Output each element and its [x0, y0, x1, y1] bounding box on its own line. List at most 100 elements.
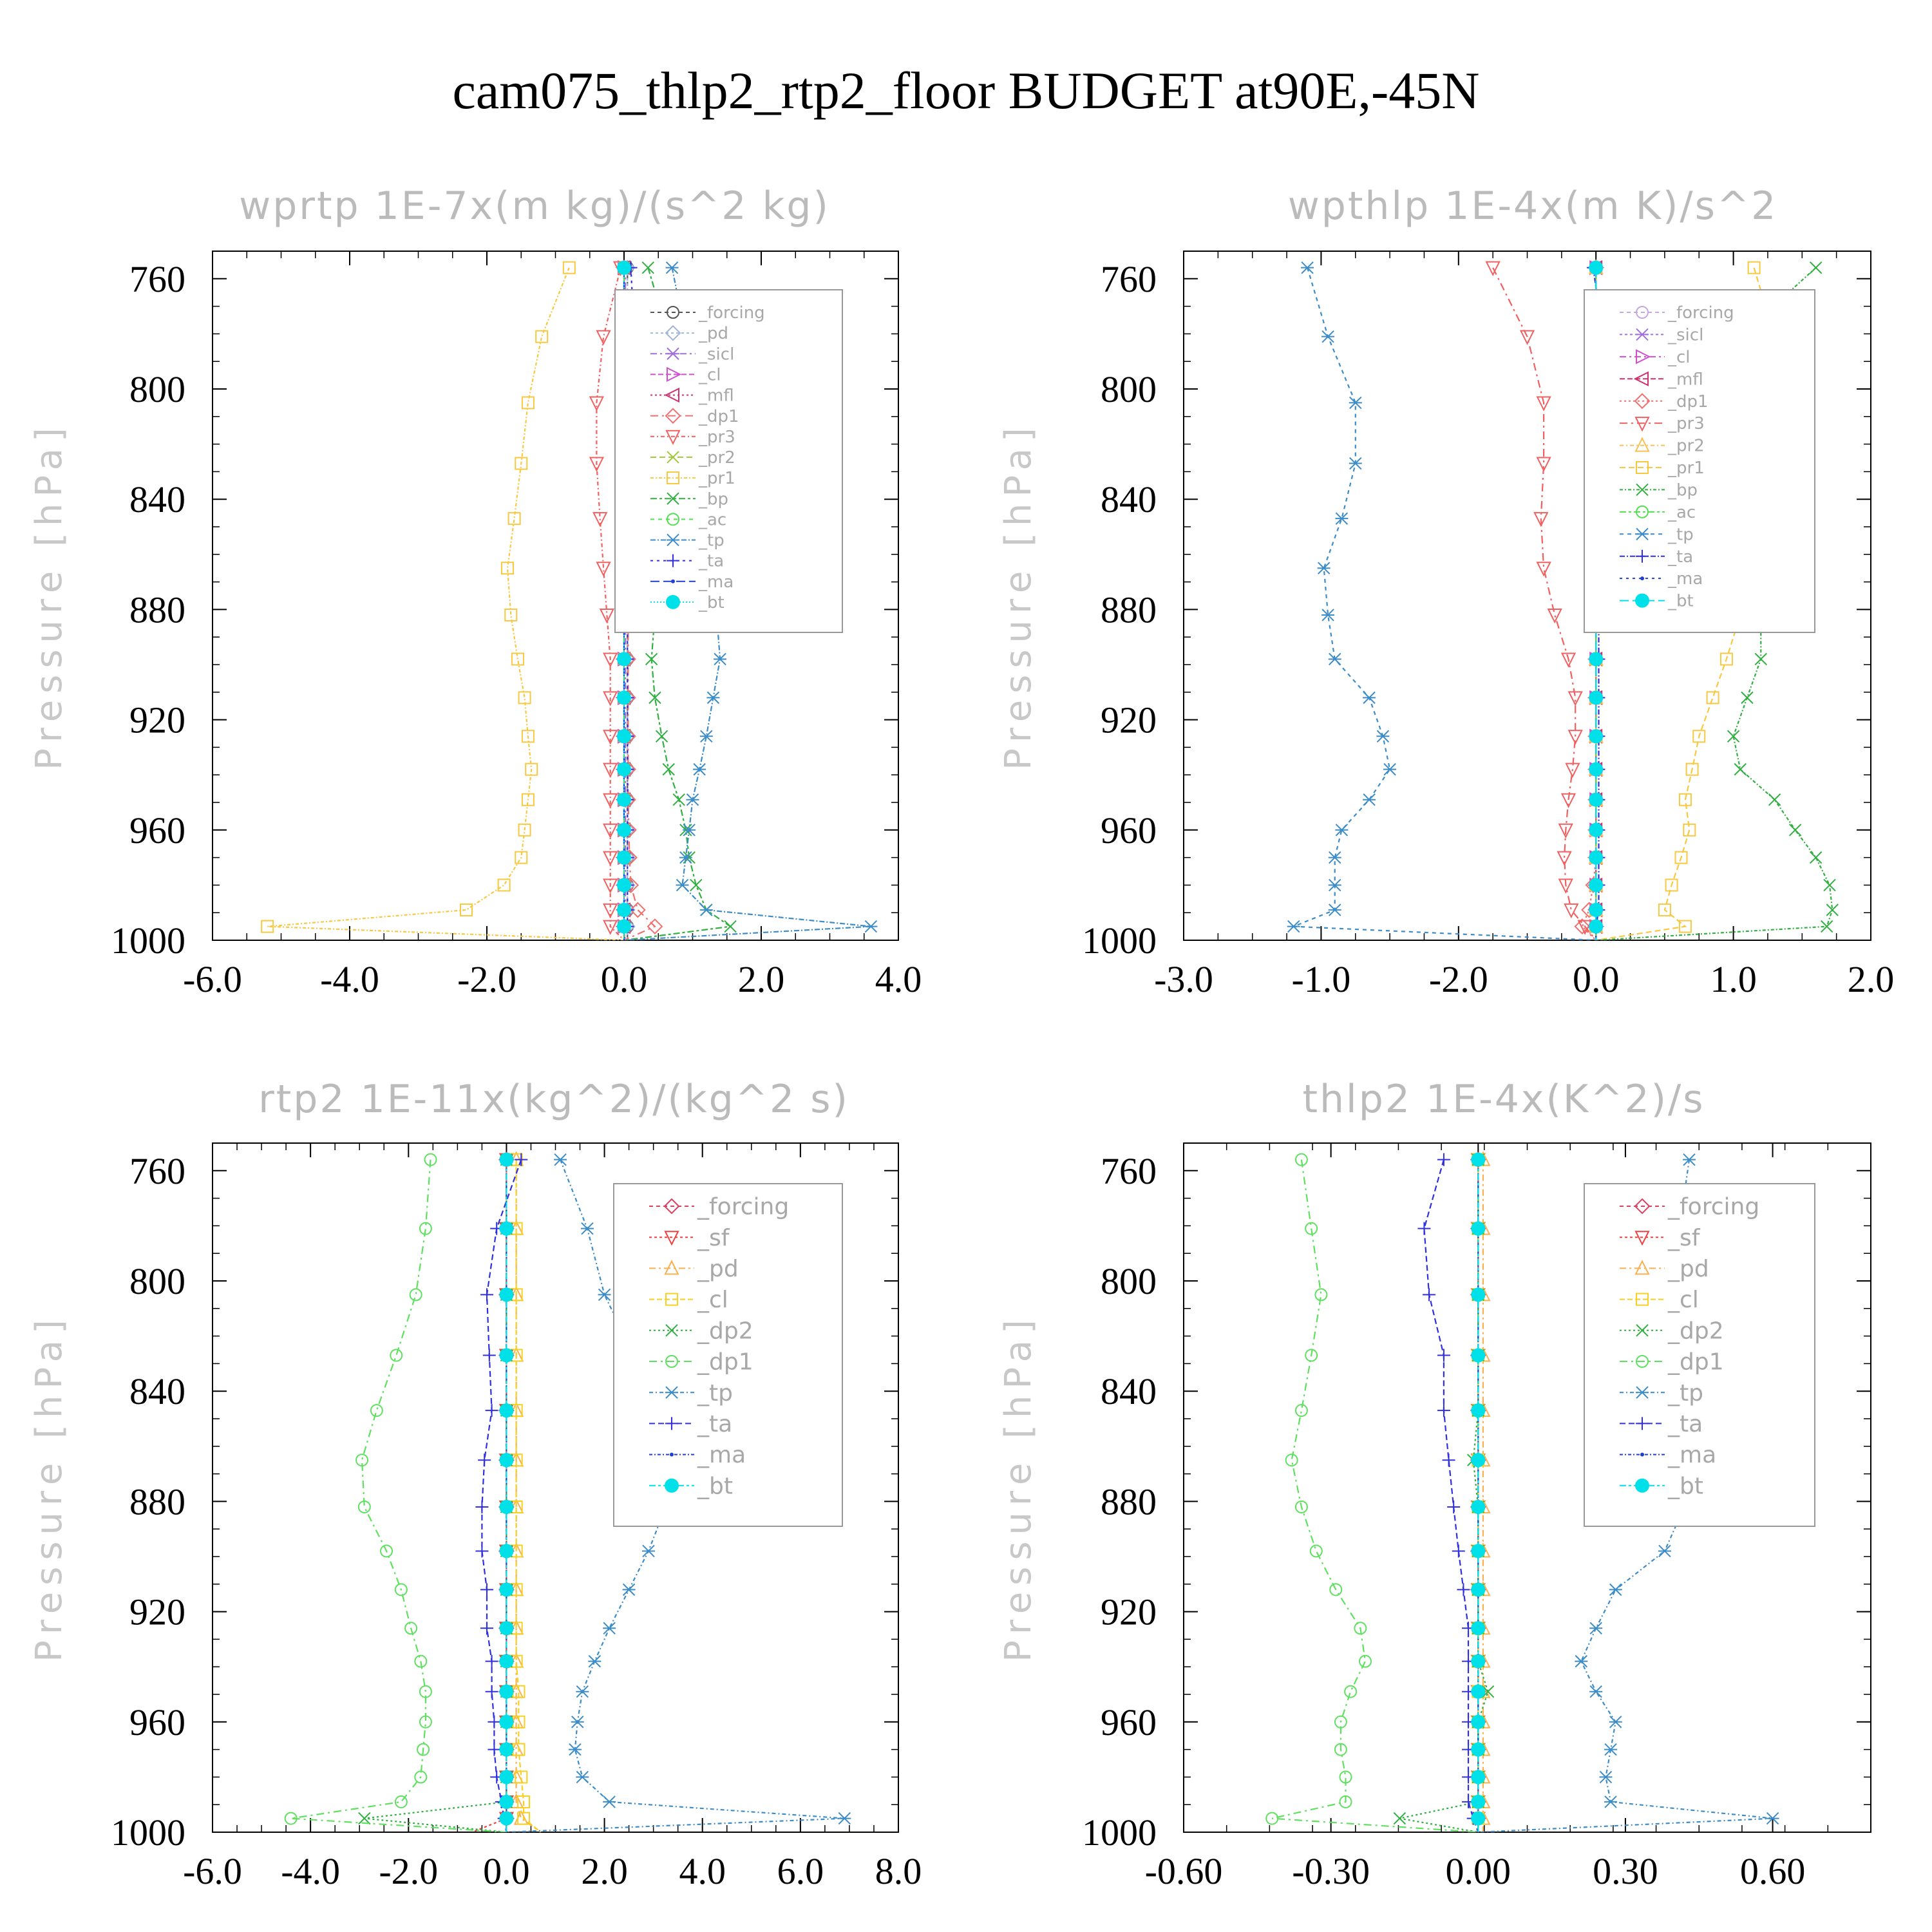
legend-marker: [667, 451, 679, 464]
legend-label: _cl: [698, 366, 721, 385]
series-ta: [1417, 1153, 1480, 1832]
data-point: [1589, 652, 1604, 667]
chart-panel-2: wpthlp 1E-4x(m K)/s^2 Pressure [hPa] -3.0 -…: [998, 184, 1894, 1000]
x-tick-label: -6.0: [183, 958, 242, 1000]
legend-box: [1584, 1183, 1815, 1527]
y-tick-label: 1000: [1082, 920, 1157, 961]
x-tick-label: -3.0: [1154, 958, 1213, 1000]
data-point: [1437, 1349, 1450, 1362]
y-tick-label: 840: [1101, 478, 1157, 520]
data-point: [603, 903, 618, 919]
series-line: [471, 1159, 507, 1832]
legend-marker: [1640, 1452, 1644, 1457]
data-point: [1481, 1685, 1495, 1698]
data-point: [864, 920, 878, 933]
series-line: [515, 1159, 542, 1832]
legend-label: _cl: [1667, 348, 1690, 367]
data-point: [617, 822, 631, 837]
legend-label: _ta: [697, 1411, 732, 1437]
data-point: [1457, 1583, 1470, 1596]
legend-box: [613, 1183, 843, 1527]
legend-marker: [665, 1417, 678, 1430]
data-point: [1339, 1795, 1352, 1808]
data-point: [617, 690, 631, 705]
data-point: [1754, 652, 1767, 666]
data-point: [1363, 691, 1376, 705]
data-point: [647, 918, 663, 935]
data-point: [598, 1288, 611, 1302]
data-point: [1706, 691, 1719, 705]
data-point: [603, 730, 618, 745]
legend-marker: [663, 1198, 680, 1215]
data-point: [414, 1770, 428, 1784]
data-point: [617, 260, 631, 275]
legend-label: _ma: [1667, 569, 1703, 589]
data-point: [1692, 730, 1706, 743]
data-point: [589, 396, 605, 412]
y-tick-label: 840: [129, 1370, 185, 1412]
chart-panel-1: wprtp 1E-7x(m kg)/(s^2 kg) Pressure [hPa]…: [28, 184, 922, 1000]
data-point: [499, 1742, 514, 1757]
legend-label: _bt: [698, 593, 724, 612]
series-line: [1596, 267, 1776, 940]
data-point: [1589, 690, 1604, 705]
legend-marker: [667, 471, 679, 485]
legend-marker: [665, 1293, 678, 1306]
data-point: [1557, 851, 1572, 866]
y-tick-label: 1000: [1082, 1812, 1157, 1853]
data-point: [641, 261, 654, 274]
series-line: [1399, 1159, 1489, 1832]
data-point: [1335, 512, 1349, 525]
legend-label: _sf: [1667, 1225, 1701, 1251]
data-point: [1471, 1348, 1486, 1363]
data-point: [1328, 851, 1341, 864]
legend-label: _bp: [1667, 481, 1698, 500]
data-point: [690, 878, 703, 892]
data-point: [617, 762, 631, 777]
legend: _forcing_pd_sicl_cl_mfl_dp1_pr3_pr2_pr1_…: [614, 289, 843, 633]
data-point: [1589, 1622, 1603, 1634]
legend-marker: [667, 306, 679, 319]
data-point: [1547, 608, 1562, 624]
legend-label: _cl: [697, 1287, 728, 1313]
legend-label: _dp1: [1667, 1349, 1724, 1376]
series-line: [1596, 267, 1833, 940]
x-tick-label: -6.0: [183, 1850, 242, 1892]
legend-label: _forcing: [1667, 1194, 1759, 1220]
data-point: [1383, 762, 1397, 776]
data-point: [499, 1794, 514, 1809]
data-point: [642, 1544, 656, 1558]
data-point: [404, 1622, 418, 1635]
x-tick-label: 4.0: [679, 1850, 726, 1892]
legend-label: _pr1: [698, 469, 735, 488]
data-point: [580, 1222, 594, 1235]
data-point: [414, 1654, 428, 1668]
data-point: [1339, 1770, 1352, 1784]
data-point: [603, 793, 618, 808]
data-point: [1536, 562, 1551, 577]
data-point: [571, 1716, 584, 1728]
data-point: [1589, 878, 1604, 893]
data-point: [515, 457, 528, 470]
data-point: [499, 1582, 514, 1597]
data-point: [380, 1544, 393, 1558]
data-point: [1604, 1743, 1618, 1756]
data-point: [645, 652, 658, 666]
legend-marker: [666, 594, 680, 609]
data-point: [1685, 762, 1699, 776]
data-point: [357, 1500, 371, 1513]
data-point: [1294, 1500, 1308, 1513]
data-point: [1589, 902, 1604, 917]
y-tick-label: 920: [1101, 1591, 1157, 1633]
legend-label: _forcing: [1667, 303, 1734, 323]
data-point: [662, 762, 675, 776]
data-point: [1471, 1714, 1486, 1729]
data-point: [488, 1715, 501, 1728]
data-point: [1589, 919, 1604, 934]
y-tick-label: 920: [1101, 699, 1157, 741]
data-point: [499, 1403, 514, 1418]
data-point: [499, 1453, 514, 1468]
data-point: [1321, 330, 1335, 343]
data-point: [714, 652, 727, 666]
legend-marker: [671, 579, 675, 583]
